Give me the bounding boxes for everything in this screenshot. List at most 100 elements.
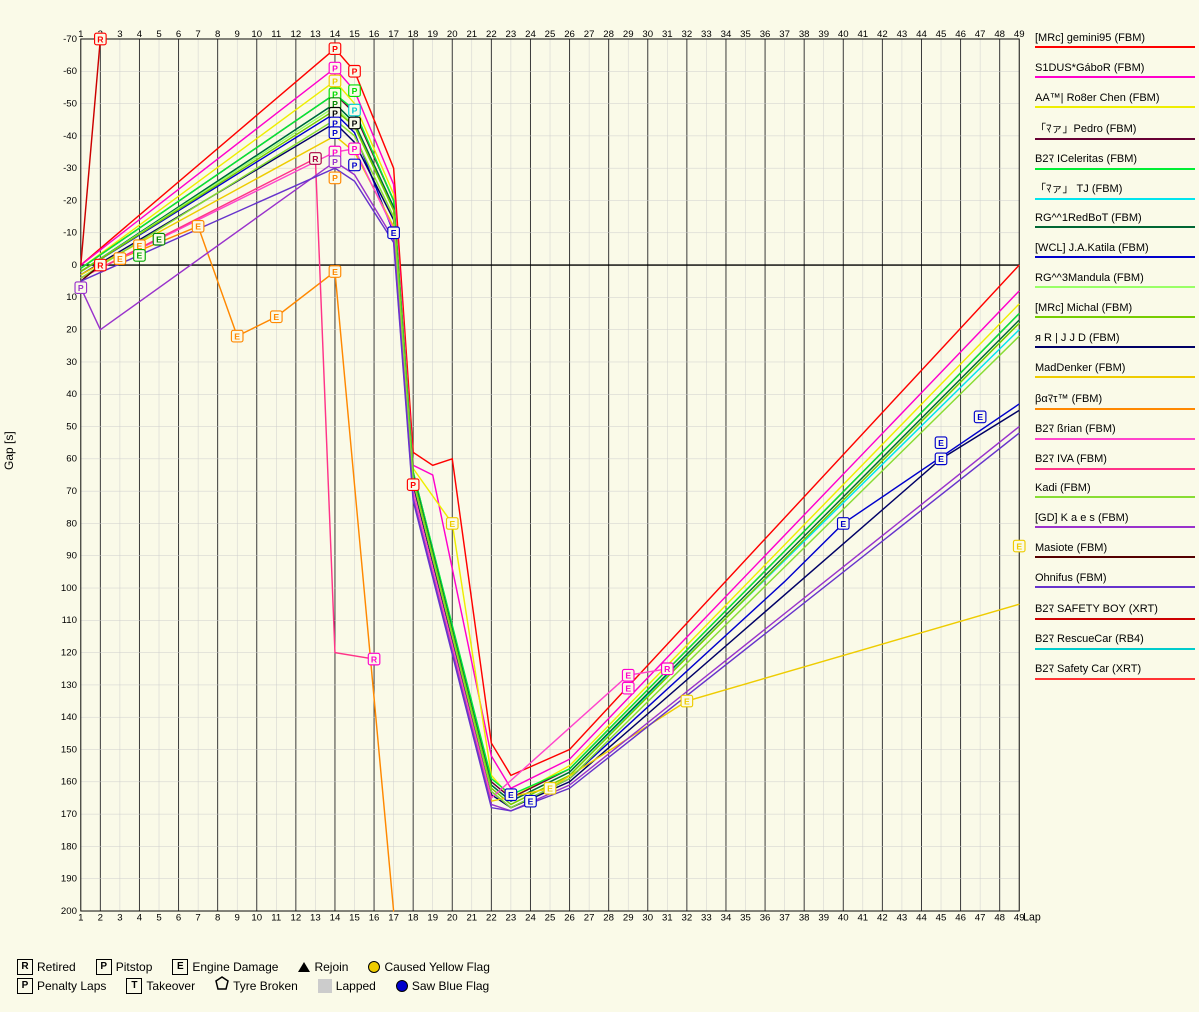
legend-label: [MRc] gemini95 (FBM) <box>1035 32 1195 48</box>
svg-text:180: 180 <box>61 841 77 852</box>
legend-item: RG^^1RedBoT (FBM) <box>1035 210 1195 230</box>
symbol-legend-item: EEngine Damage <box>172 958 278 976</box>
svg-text:P: P <box>332 76 338 86</box>
svg-text:90: 90 <box>66 551 77 562</box>
svg-text:P: P <box>352 86 358 96</box>
svg-text:33: 33 <box>701 913 712 924</box>
svg-text:-10: -10 <box>63 228 77 239</box>
svg-text:18: 18 <box>408 913 419 924</box>
circle-icon <box>368 961 380 973</box>
svg-text:E: E <box>547 784 553 794</box>
svg-text:19: 19 <box>427 913 438 924</box>
svg-text:-30: -30 <box>63 163 77 174</box>
svg-text:39: 39 <box>818 29 829 40</box>
symbol-legend-item: TTakeover <box>126 977 195 995</box>
svg-text:36: 36 <box>760 913 771 924</box>
svg-text:17: 17 <box>388 913 399 924</box>
svg-text:35: 35 <box>740 913 751 924</box>
svg-text:E: E <box>156 235 162 245</box>
svg-text:38: 38 <box>799 913 810 924</box>
legend-item: AA™| Ro8er Chen (FBM) <box>1035 90 1195 110</box>
svg-text:E: E <box>625 671 631 681</box>
svg-text:Lap: Lap <box>1023 912 1041 924</box>
svg-text:46: 46 <box>955 29 966 40</box>
svg-text:70: 70 <box>66 486 77 497</box>
legend-item: B2ﾏ IVA (FBM) <box>1035 450 1195 470</box>
svg-text:37: 37 <box>779 29 790 40</box>
legend-item: B2ﾏ RescueCar (RB4) <box>1035 630 1195 650</box>
svg-text:40: 40 <box>838 913 849 924</box>
svg-text:29: 29 <box>623 29 634 40</box>
svg-text:5: 5 <box>156 29 161 40</box>
svg-text:E: E <box>449 519 455 529</box>
legend-item: [MRc] Michal (FBM) <box>1035 300 1195 320</box>
svg-text:E: E <box>1016 541 1022 551</box>
legend-label: 「ﾏァ」 TJ (FBM) <box>1035 180 1195 200</box>
legend-item: B2ﾏ ßrian (FBM) <box>1035 420 1195 440</box>
symbol-legend: RRetiredPPitstopEEngine DamageRejoinCaus… <box>17 958 1017 995</box>
svg-text:29: 29 <box>623 913 634 924</box>
svg-text:P: P <box>78 283 84 293</box>
svg-text:10: 10 <box>251 29 262 40</box>
legend-item: βαﾏτ™ (FBM) <box>1035 390 1195 410</box>
svg-text:P: P <box>352 118 358 128</box>
legend-label: S1DUS*GáboR (FBM) <box>1035 62 1195 78</box>
svg-text:-60: -60 <box>63 66 77 77</box>
symbol-legend-item: PPenalty Laps <box>17 977 106 995</box>
symbol-legend-label: Retired <box>37 958 76 976</box>
circle-icon <box>396 980 408 992</box>
legend-label: B2ﾏ RescueCar (RB4) <box>1035 630 1195 650</box>
legend-item: MadDenker (FBM) <box>1035 360 1195 380</box>
symbol-legend-label: Saw Blue Flag <box>412 977 489 995</box>
legend-label: Kadi (FBM) <box>1035 482 1195 498</box>
svg-text:30: 30 <box>642 913 653 924</box>
svg-text:34: 34 <box>721 913 732 924</box>
svg-text:37: 37 <box>779 913 790 924</box>
svg-text:8: 8 <box>215 29 220 40</box>
symbol-legend-item: Saw Blue Flag <box>396 977 489 995</box>
svg-text:45: 45 <box>936 913 947 924</box>
triangle-icon <box>298 962 310 972</box>
svg-text:6: 6 <box>176 29 181 40</box>
svg-text:P: P <box>332 157 338 167</box>
legend-label: AA™| Ro8er Chen (FBM) <box>1035 92 1195 108</box>
svg-text:130: 130 <box>61 680 77 691</box>
svg-text:34: 34 <box>721 29 732 40</box>
race-gap-chart: 1122334455667788991010111112121313141415… <box>50 10 1025 940</box>
symbol-legend-item: Tyre Broken <box>215 976 298 995</box>
legend-label: 「ﾏァ」Pedro (FBM) <box>1035 120 1195 140</box>
y-axis-label: Gap [s] <box>2 431 16 470</box>
svg-text:-70: -70 <box>63 34 77 45</box>
svg-text:6: 6 <box>176 913 181 924</box>
svg-text:21: 21 <box>466 29 477 40</box>
svg-text:32: 32 <box>682 913 693 924</box>
svg-text:24: 24 <box>525 29 536 40</box>
legend-label: B2ﾏ SAFETY BOY (XRT) <box>1035 600 1195 620</box>
letter-box-icon: R <box>17 959 33 975</box>
legend-item: Kadi (FBM) <box>1035 480 1195 500</box>
svg-text:E: E <box>273 312 279 322</box>
svg-text:3: 3 <box>117 29 122 40</box>
svg-text:21: 21 <box>466 913 477 924</box>
svg-text:9: 9 <box>235 29 240 40</box>
svg-text:3: 3 <box>117 913 122 924</box>
svg-text:30: 30 <box>66 357 77 368</box>
svg-text:44: 44 <box>916 29 927 40</box>
svg-text:12: 12 <box>291 29 302 40</box>
lapped-icon <box>318 979 332 993</box>
svg-text:1: 1 <box>78 29 83 40</box>
svg-text:-50: -50 <box>63 98 77 109</box>
svg-text:48: 48 <box>994 913 1005 924</box>
svg-text:P: P <box>410 480 416 490</box>
svg-text:19: 19 <box>427 29 438 40</box>
svg-text:9: 9 <box>235 913 240 924</box>
letter-box-icon: P <box>17 978 33 994</box>
letter-box-icon: P <box>96 959 112 975</box>
legend-label: Ohnifus (FBM) <box>1035 572 1195 588</box>
svg-text:E: E <box>195 222 201 232</box>
svg-text:E: E <box>117 254 123 264</box>
svg-text:7: 7 <box>195 29 200 40</box>
symbol-legend-item: Lapped <box>318 977 376 995</box>
svg-text:80: 80 <box>66 518 77 529</box>
svg-text:4: 4 <box>137 29 143 40</box>
